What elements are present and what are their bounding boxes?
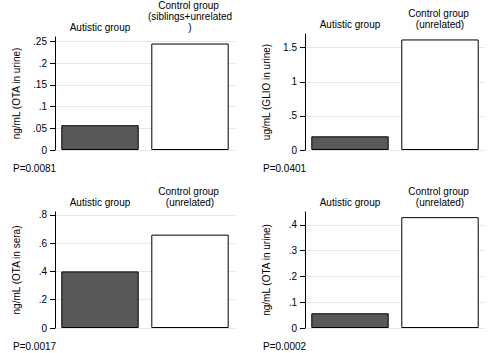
svg-text:(unrelated): (unrelated)	[416, 197, 464, 208]
svg-text:1: 1	[291, 76, 297, 87]
svg-text:ng/mL (OTA in urine): ng/mL (OTA in urine)	[261, 224, 272, 316]
svg-text:Control group: Control group	[408, 186, 471, 197]
svg-text:P=0.0401: P=0.0401	[263, 163, 307, 174]
svg-text:.2: .2	[39, 58, 48, 69]
svg-text:.8: .8	[39, 209, 48, 220]
svg-text:.15: .15	[33, 79, 47, 90]
svg-text:Control group: Control group	[158, 186, 221, 197]
svg-text:): )	[188, 22, 191, 33]
svg-text:Autistic group: Autistic group	[320, 197, 381, 208]
svg-text:(unrelated): (unrelated)	[166, 197, 214, 208]
svg-text:.3: .3	[289, 245, 298, 256]
svg-text:.4: .4	[289, 219, 298, 230]
svg-text:.4: .4	[39, 266, 48, 277]
svg-text:0: 0	[291, 323, 297, 334]
svg-text:.5: .5	[289, 110, 298, 121]
svg-text:(unrelated): (unrelated)	[416, 19, 464, 30]
svg-text:Control group: Control group	[408, 8, 471, 19]
svg-text:.2: .2	[39, 294, 48, 305]
svg-text:ng/mL (OTA in urine): ng/mL (OTA in urine)	[11, 48, 22, 140]
svg-text:Autistic group: Autistic group	[320, 19, 381, 30]
svg-text:.2: .2	[289, 271, 298, 282]
svg-text:ng/mL (OTA in sera): ng/mL (OTA in sera)	[11, 226, 22, 315]
svg-text:0: 0	[41, 145, 47, 156]
svg-text:.6: .6	[39, 238, 48, 249]
svg-text:Control group: Control group	[158, 0, 221, 11]
svg-text:.1: .1	[39, 101, 48, 112]
svg-text:0: 0	[291, 145, 297, 156]
svg-text:Autistic group: Autistic group	[70, 197, 131, 208]
svg-text:1.5: 1.5	[283, 42, 297, 53]
svg-text:P=0.0081: P=0.0081	[13, 163, 57, 174]
svg-text:(siblings+unrelated: (siblings+unrelated	[148, 11, 232, 22]
svg-text:.1: .1	[289, 297, 298, 308]
svg-text:Autistic group: Autistic group	[70, 22, 131, 33]
svg-text:P=0.0017: P=0.0017	[13, 341, 57, 352]
svg-text:ug/mL (GLIO in urine): ug/mL (GLIO in urine)	[261, 44, 272, 140]
svg-text:.05: .05	[33, 123, 47, 134]
svg-text:.25: .25	[33, 36, 47, 47]
svg-text:0: 0	[41, 323, 47, 334]
svg-text:P=0.0002: P=0.0002	[263, 341, 307, 352]
